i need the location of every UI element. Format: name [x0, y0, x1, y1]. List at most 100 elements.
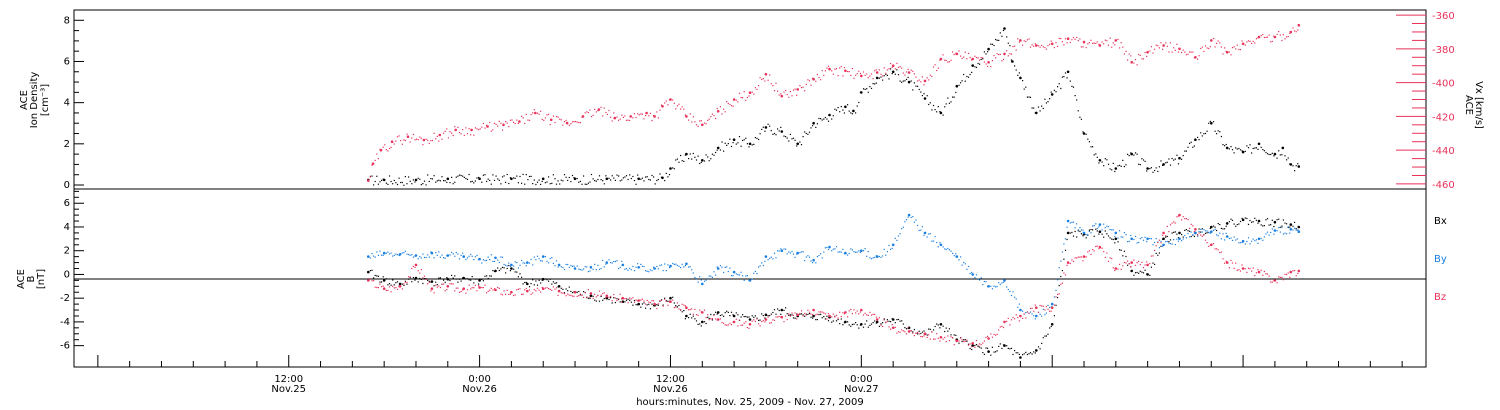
by-sample	[616, 260, 618, 262]
bz-point	[557, 289, 561, 293]
density-sample	[692, 152, 694, 155]
velocity-sample	[1204, 45, 1207, 47]
density-sample	[404, 176, 406, 178]
velocity-sample	[521, 115, 523, 117]
velocity-sample	[1276, 33, 1278, 35]
bx-sample	[517, 276, 519, 278]
by-sample	[509, 265, 511, 267]
density-sample	[735, 143, 737, 145]
density-sample	[668, 174, 671, 176]
bx-sample	[565, 288, 567, 290]
bz-sample	[1238, 269, 1240, 271]
velocity-sample	[1244, 44, 1246, 46]
bx-sample	[807, 313, 809, 315]
by-sample	[746, 275, 748, 277]
density-sample	[848, 110, 850, 112]
density-sample	[1087, 138, 1089, 140]
density-sample	[557, 180, 559, 182]
bz-sample	[840, 315, 842, 318]
density-sample	[759, 133, 761, 135]
density-sample	[501, 176, 504, 178]
density-sample	[522, 173, 524, 175]
velocity-sample	[465, 127, 467, 129]
by-point	[828, 245, 831, 249]
velocity-sample	[1010, 53, 1013, 55]
bx-sample	[1271, 219, 1273, 221]
by-sample	[778, 250, 780, 252]
bz-sample	[1235, 262, 1237, 264]
density-sample	[659, 173, 661, 175]
velocity-sample	[1278, 31, 1280, 33]
velocity-sample	[851, 68, 853, 70]
velocity-sample	[1289, 32, 1291, 34]
by-sample	[573, 265, 575, 267]
date-tick-label: Nov.25	[271, 384, 306, 395]
bx-sample	[902, 323, 904, 325]
density-sample	[527, 179, 529, 181]
velocity-tick-label: -360	[1432, 11, 1455, 22]
by-point	[1114, 231, 1118, 235]
by-sample	[452, 253, 454, 255]
density-sample	[478, 176, 480, 179]
by-point	[955, 255, 959, 258]
density-sample	[1214, 130, 1216, 132]
density-sample	[1231, 149, 1234, 151]
density-sample	[1279, 154, 1281, 156]
density-sample	[458, 174, 461, 176]
bx-sample	[758, 319, 760, 321]
density-sample	[1209, 120, 1211, 122]
by-sample	[1233, 236, 1235, 238]
bx-sample	[648, 303, 650, 305]
bz-sample	[560, 292, 562, 294]
by-sample	[1093, 225, 1095, 227]
by-sample	[1064, 238, 1067, 240]
bz-sample	[632, 297, 634, 299]
density-sample	[373, 184, 375, 186]
density-sample	[769, 125, 771, 127]
velocity-sample	[664, 102, 666, 104]
by-sample	[886, 251, 888, 253]
bz-sample	[1023, 313, 1025, 315]
density-sample	[381, 179, 383, 181]
bz-sample	[427, 283, 429, 285]
by-sample	[625, 268, 628, 270]
bx-sample	[387, 284, 389, 286]
velocity-sample	[506, 122, 508, 124]
density-sample	[1198, 139, 1200, 141]
velocity-sample	[549, 124, 551, 126]
density-sample	[430, 178, 432, 180]
bx-sample	[1133, 274, 1135, 276]
bx-sample	[1053, 315, 1055, 317]
bx-sample	[1117, 241, 1119, 243]
density-sample	[1165, 162, 1167, 164]
bz-sample	[401, 288, 403, 290]
bz-sample	[1266, 273, 1269, 275]
by-sample	[505, 264, 507, 266]
density-sample	[455, 176, 457, 178]
bz-sample	[454, 290, 456, 292]
by-sample	[837, 251, 839, 253]
by-point	[446, 254, 450, 257]
velocity-sample	[417, 139, 419, 141]
density-sample	[823, 118, 825, 120]
density-sample	[827, 120, 830, 122]
bz-sample	[1007, 317, 1009, 319]
bx-sample	[1069, 232, 1071, 234]
bz-point	[1210, 243, 1213, 247]
bz-sample	[535, 290, 537, 292]
density-sample	[820, 118, 822, 120]
velocity-sample	[1260, 35, 1262, 37]
density-sample	[401, 181, 403, 184]
density-sample	[408, 176, 410, 178]
density-sample	[1049, 98, 1051, 100]
by-sample	[975, 274, 978, 276]
bz-sample	[848, 310, 850, 312]
by-sample	[944, 248, 946, 250]
density-sample	[987, 51, 989, 53]
bx-sample	[1182, 236, 1184, 238]
density-point	[510, 177, 513, 181]
density-sample	[792, 137, 795, 139]
density-sample	[896, 69, 898, 71]
density-sample	[1292, 165, 1294, 167]
density-sample	[789, 133, 791, 135]
